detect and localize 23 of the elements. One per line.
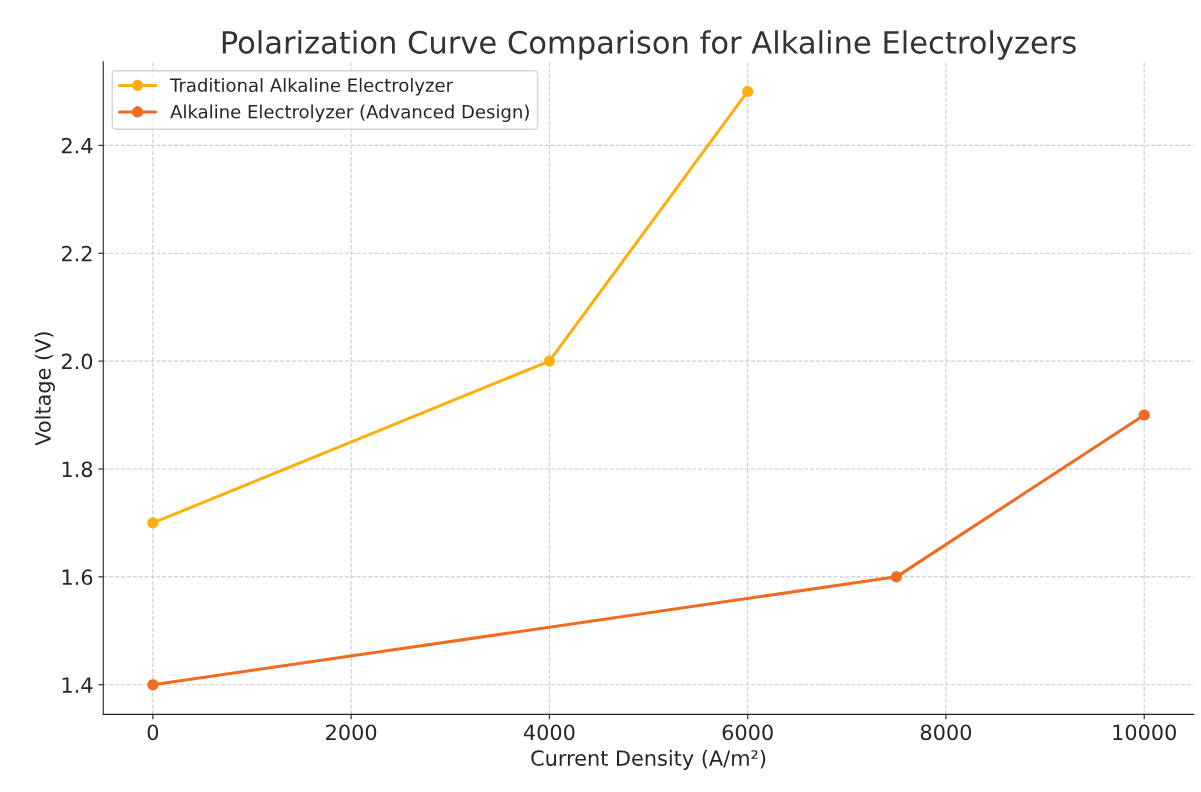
chart-title: Polarization Curve Comparison for Alkaline Electrolyzers	[222, 30, 1076, 60]
x-axis-title: Current Density (A/m²)	[531, 749, 766, 770]
y-tick-label: 1.6	[62, 569, 93, 586]
y-tick-label: 2.0	[61, 353, 93, 370]
x-tick-label: 4000	[523, 724, 575, 741]
y-tick-label: 1.8	[62, 461, 93, 478]
y-tick-label: 2.4	[61, 137, 93, 154]
y-tick-label: 1.4	[62, 677, 93, 693]
x-tick-label: 2000	[326, 724, 377, 741]
point	[742, 85, 754, 97]
point	[543, 355, 555, 367]
point	[890, 571, 902, 583]
point	[147, 517, 159, 529]
legend-label: Traditional Alkaline Electrolyzer	[170, 78, 454, 96]
point	[1138, 409, 1150, 421]
y-axis-title: Voltage (V)	[34, 332, 55, 446]
legend-label: Alkaline Electrolyzer (Advanced Design)	[170, 104, 529, 122]
x-tick-label: 10000	[1113, 724, 1176, 741]
x-tick-label: 8000	[920, 724, 972, 741]
point	[147, 679, 159, 691]
y-tick-label: 2.2	[61, 245, 92, 262]
x-tick-label: 6000	[722, 724, 773, 741]
x-tick-label: 0	[147, 724, 159, 741]
